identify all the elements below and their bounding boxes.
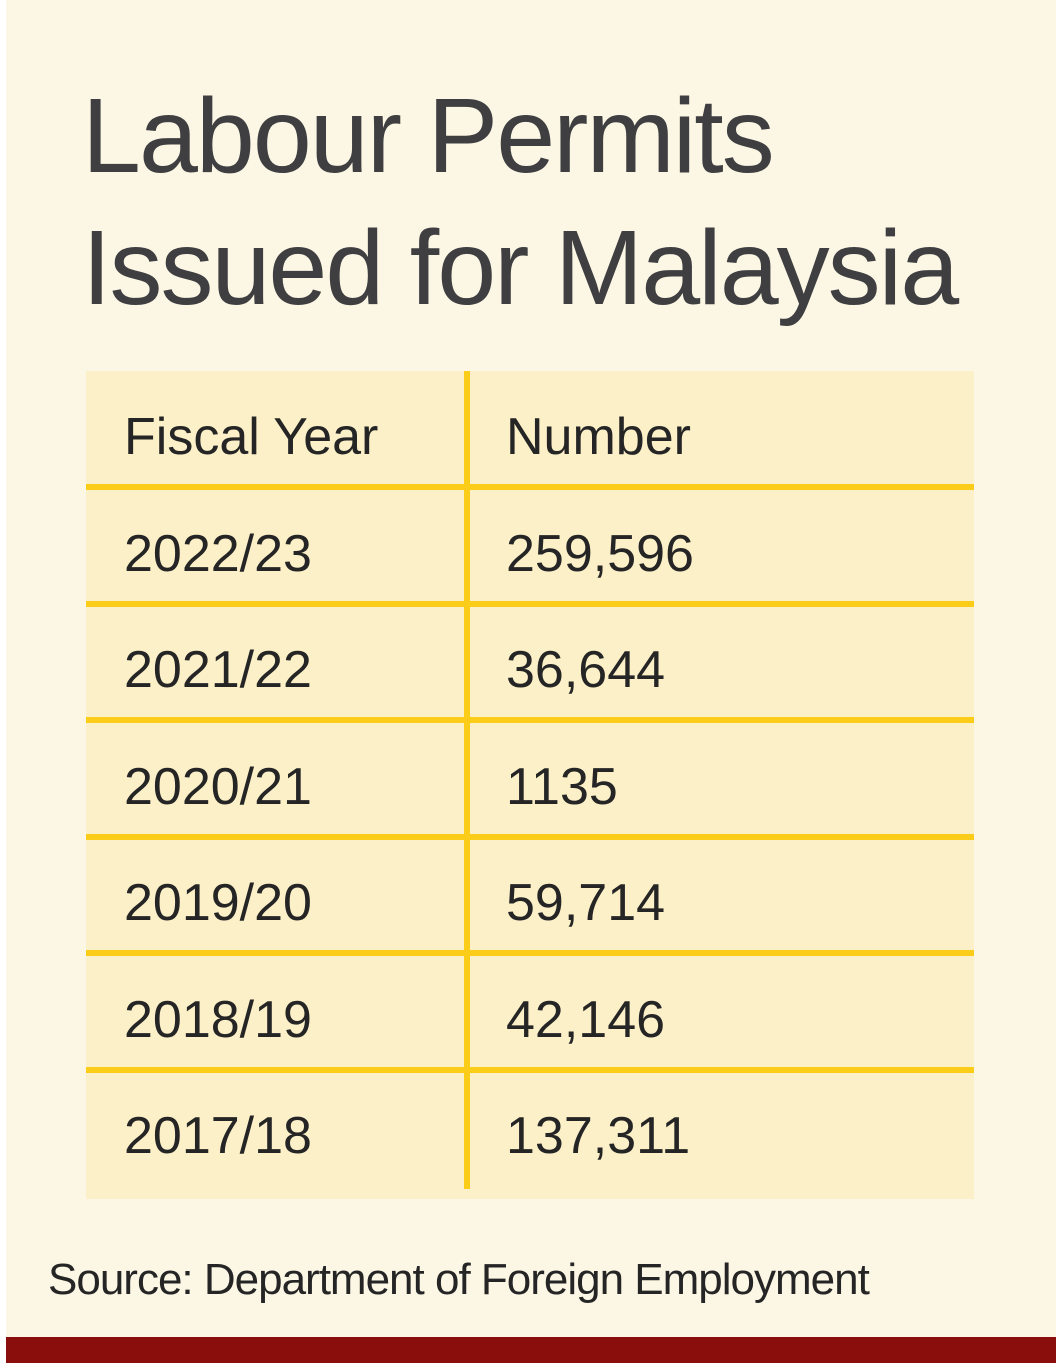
fiscal-year-cell: 2021/22 <box>124 641 312 699</box>
row-divider <box>86 484 974 490</box>
fiscal-year-cell: 2017/18 <box>124 1107 312 1165</box>
fiscal-year-cell: 2019/20 <box>124 874 312 932</box>
column-header-number: Number <box>506 408 691 466</box>
chart-title: Labour Permits Issued for Malaysia <box>82 70 959 334</box>
number-cell: 259,596 <box>506 525 694 583</box>
title-line-1: Labour Permits <box>82 77 775 195</box>
number-cell: 59,714 <box>506 874 666 932</box>
row-divider <box>86 950 974 956</box>
fiscal-year-cell: 2018/19 <box>124 991 312 1049</box>
column-divider <box>464 371 470 1189</box>
row-divider <box>86 834 974 840</box>
number-cell: 137,311 <box>506 1107 691 1165</box>
row-divider <box>86 717 974 723</box>
number-cell: 1135 <box>506 758 618 816</box>
number-cell: 42,146 <box>506 991 666 1049</box>
footer-bar <box>6 1337 1056 1363</box>
title-line-2: Issued for Malaysia <box>82 209 959 327</box>
number-cell: 36,644 <box>506 641 666 699</box>
fiscal-year-cell: 2022/23 <box>124 525 312 583</box>
permits-table: Fiscal Year Number 2022/23 259,596 2021/22 36… <box>86 371 974 1199</box>
source-note: Source: Department of Foreign Employment <box>48 1255 870 1304</box>
column-header-fiscal-year: Fiscal Year <box>124 408 379 466</box>
fiscal-year-cell: 2020/21 <box>124 758 312 816</box>
row-divider <box>86 1067 974 1073</box>
row-divider <box>86 601 974 607</box>
